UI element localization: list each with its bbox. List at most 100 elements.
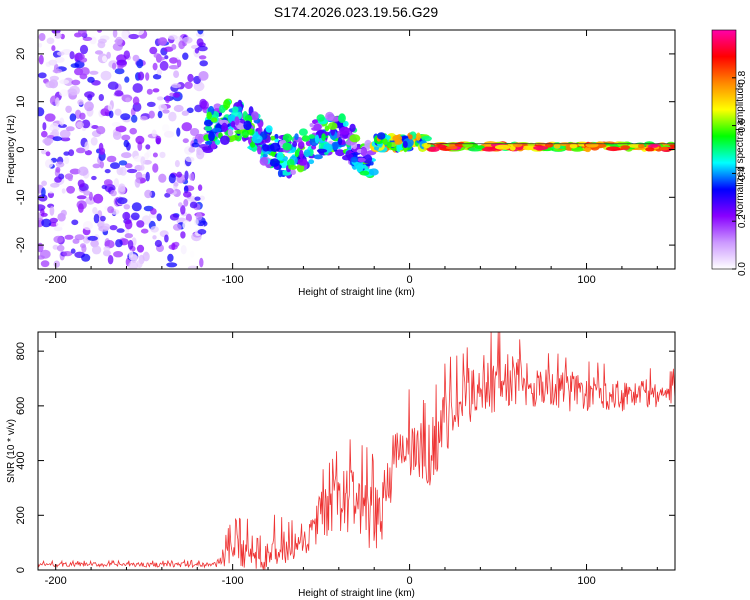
spectrogram-cell <box>91 125 99 129</box>
spectrogram-cell <box>38 194 48 202</box>
spectrogram-cell <box>124 219 133 230</box>
spectrogram-cell <box>59 79 70 85</box>
spectrogram-cell <box>104 169 111 174</box>
spectrogram-cell <box>137 71 145 81</box>
spectrogram-cell <box>183 199 189 207</box>
spectrogram-cell <box>126 168 138 174</box>
spectrogram-cell <box>107 206 114 214</box>
spectrogram-cell <box>205 140 213 145</box>
spectrogram-cell <box>141 215 152 225</box>
spectrogram-cell <box>164 55 169 60</box>
figure-title: S174.2026.023.19.56.G29 <box>274 4 438 20</box>
spectrogram-cell <box>349 123 356 133</box>
spectrogram-cell <box>178 40 186 50</box>
spectrogram-cell <box>185 156 195 162</box>
spectrogram-cell <box>112 30 118 38</box>
spectrogram-cell <box>48 126 54 131</box>
spectrogram-cell <box>38 72 47 79</box>
spectrogram-cell <box>52 68 63 74</box>
spectrogram-cell <box>168 34 178 40</box>
spectrogram-cell <box>163 130 175 138</box>
spectrogram-cell <box>227 128 233 137</box>
spectrogram-cell <box>66 185 75 194</box>
spectrogram-cell <box>176 171 182 178</box>
spectrogram-cell <box>314 134 320 144</box>
spectrogram-cell <box>78 203 84 213</box>
spectrogram-cell <box>124 163 133 169</box>
spectrogram-xtick-label: -200 <box>45 274 67 286</box>
spectrogram-cell <box>69 168 81 175</box>
spectrogram-cell <box>368 168 379 176</box>
spectrogram-cell <box>110 189 117 197</box>
spectrogram-cell <box>124 76 130 83</box>
spectrogram-cell <box>50 182 60 188</box>
spectrogram-xlabel: Height of straight line (km) <box>298 287 415 298</box>
spectrogram-cell <box>199 98 208 109</box>
spectrogram-cell <box>321 133 326 142</box>
spectrogram-cell <box>208 131 215 142</box>
snr-xtick-label: -100 <box>222 575 244 587</box>
spectrogram-cell <box>183 191 192 198</box>
snr-series-line <box>38 332 675 570</box>
spectrogram-cell <box>416 132 421 141</box>
spectrogram-cell <box>45 151 51 157</box>
spectrogram-cell <box>131 202 142 212</box>
spectrogram-cell <box>41 180 47 187</box>
spectrogram-cell <box>182 138 189 144</box>
colorbar-tick-label: 0.2 <box>737 214 748 228</box>
snr-ytick-label: 800 <box>15 342 27 360</box>
spectrogram-cell <box>182 36 193 44</box>
spectrogram-cell <box>184 170 189 181</box>
spectrogram-cell <box>38 255 45 260</box>
spectrogram-cell <box>184 81 193 90</box>
spectrogram-cell <box>522 145 535 151</box>
spectrogram-cell <box>38 54 44 65</box>
spectrogram-cell <box>174 160 180 168</box>
spectrogram-cell <box>396 142 402 153</box>
spectrogram-ytick-label: 0 <box>15 146 27 152</box>
spectrogram-cell <box>140 156 146 166</box>
spectrogram-cell <box>61 188 66 194</box>
spectrogram-cell <box>69 51 75 60</box>
spectrogram-cell <box>274 138 279 143</box>
spectrogram-cell <box>190 250 195 258</box>
spectrogram-cell <box>308 134 316 139</box>
spectrogram-cell <box>197 184 203 191</box>
spectrogram-cell <box>270 135 276 141</box>
spectrogram-cell <box>251 111 259 121</box>
spectrogram-cell <box>98 147 106 155</box>
spectrogram-cell <box>128 33 139 40</box>
spectrogram-cell <box>156 96 164 101</box>
spectrogram-cell <box>90 137 98 146</box>
colorbar-tick-label: 0.6 <box>737 118 748 132</box>
spectrogram-cell <box>191 142 200 148</box>
spectrogram-cell <box>187 265 199 269</box>
spectrogram-cell <box>146 101 156 107</box>
spectrogram-cell <box>181 122 193 132</box>
spectrogram-cell <box>122 211 131 221</box>
spectrogram-cell <box>349 134 361 143</box>
spectrogram-cell <box>91 175 97 181</box>
spectrogram-cell <box>316 148 328 153</box>
spectrogram-cell <box>495 144 511 150</box>
spectrogram-cell <box>56 244 65 252</box>
spectrogram-cell <box>195 212 203 221</box>
spectrogram-cell <box>81 253 91 262</box>
snr-panel: -200 -100 0 100 0 200 400 600 800 Height of strai… <box>6 331 676 599</box>
spectrogram-cell <box>244 115 253 122</box>
spectrogram-cell <box>114 108 122 116</box>
spectrogram-cell <box>331 141 339 151</box>
spectrogram-cell <box>97 30 102 33</box>
spectrogram-cell <box>206 111 212 120</box>
spectrogram-cell <box>151 129 157 138</box>
spectrogram-cell <box>140 228 149 234</box>
spectrogram-ytick-label: -20 <box>15 237 27 253</box>
spectrogram-cell <box>251 134 263 144</box>
snr-ylabel: SNR (10 * v/v) <box>6 419 17 483</box>
spectrogram-cell <box>41 187 46 198</box>
spectrogram-cell <box>109 225 118 231</box>
spectrogram-cell <box>116 59 127 66</box>
colorbar-tick-label: 0.4 <box>737 166 748 180</box>
spectrogram-ytick-label: 10 <box>15 96 27 108</box>
spectrogram-cell <box>123 204 131 210</box>
